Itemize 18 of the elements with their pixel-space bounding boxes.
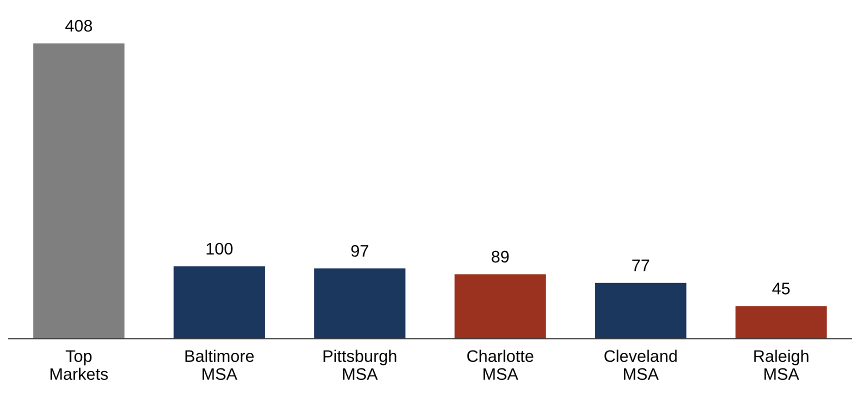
- data-label: 45: [772, 282, 790, 294]
- bar: [174, 266, 265, 339]
- data-label: 77: [632, 260, 650, 272]
- x-tick-label: Pittsburgh MSA: [324, 350, 396, 380]
- bar: [736, 306, 827, 339]
- bar: [314, 268, 406, 339]
- data-label: 97: [351, 245, 368, 257]
- bar: [595, 282, 686, 339]
- bar: [33, 43, 124, 339]
- data-label: 89: [492, 250, 509, 263]
- data-label: 408: [65, 20, 92, 32]
- data-label: 100: [206, 242, 233, 255]
- x-tick-label: Charlotte MSA: [467, 350, 534, 380]
- x-tick-label: Raleigh MSA: [754, 350, 808, 380]
- x-tick-label: Cleveland MSA: [604, 350, 677, 380]
- x-tick-label: Top Markets: [50, 350, 108, 380]
- x-tick-label: Baltimore MSA: [185, 350, 254, 380]
- bar: [454, 274, 546, 339]
